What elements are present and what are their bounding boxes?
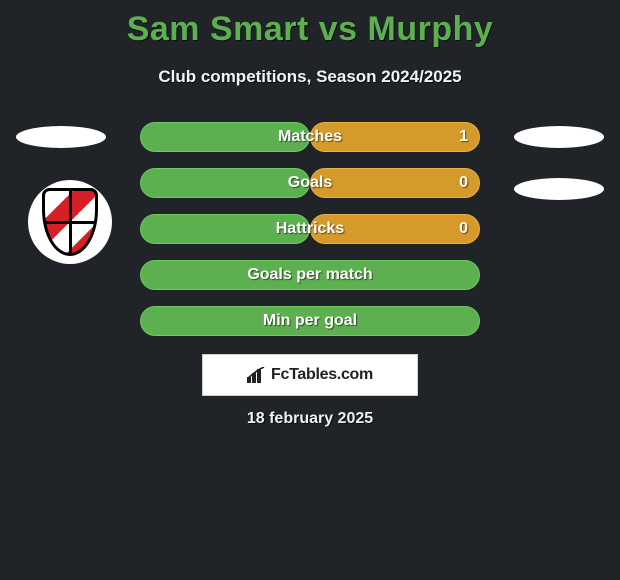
stat-row: Min per goal xyxy=(140,306,480,336)
stat-row: Goals per match xyxy=(140,260,480,290)
brand-badge: FcTables.com xyxy=(202,354,418,396)
bars-icon xyxy=(247,367,267,383)
player-left-placeholder xyxy=(16,126,106,148)
brand-text: FcTables.com xyxy=(271,366,373,384)
shield-icon xyxy=(42,188,98,256)
stat-value-right: 0 xyxy=(459,168,468,198)
player-right-placeholder-1 xyxy=(514,126,604,148)
stat-row: Matches1 xyxy=(140,122,480,152)
stat-value-right: 0 xyxy=(459,214,468,244)
stat-value-right: 1 xyxy=(459,122,468,152)
stat-row: Hattricks0 xyxy=(140,214,480,244)
player-right-placeholder-2 xyxy=(514,178,604,200)
club-crest xyxy=(28,180,112,264)
page-title: Sam Smart vs Murphy xyxy=(0,0,620,49)
stat-label: Min per goal xyxy=(140,306,480,336)
subtitle: Club competitions, Season 2024/2025 xyxy=(0,67,620,87)
stat-row: Goals0 xyxy=(140,168,480,198)
stats-container: Matches1Goals0Hattricks0Goals per matchM… xyxy=(140,122,480,352)
stat-label: Goals xyxy=(140,168,480,198)
stat-label: Hattricks xyxy=(140,214,480,244)
stat-label: Goals per match xyxy=(140,260,480,290)
date-label: 18 february 2025 xyxy=(0,410,620,428)
stat-label: Matches xyxy=(140,122,480,152)
